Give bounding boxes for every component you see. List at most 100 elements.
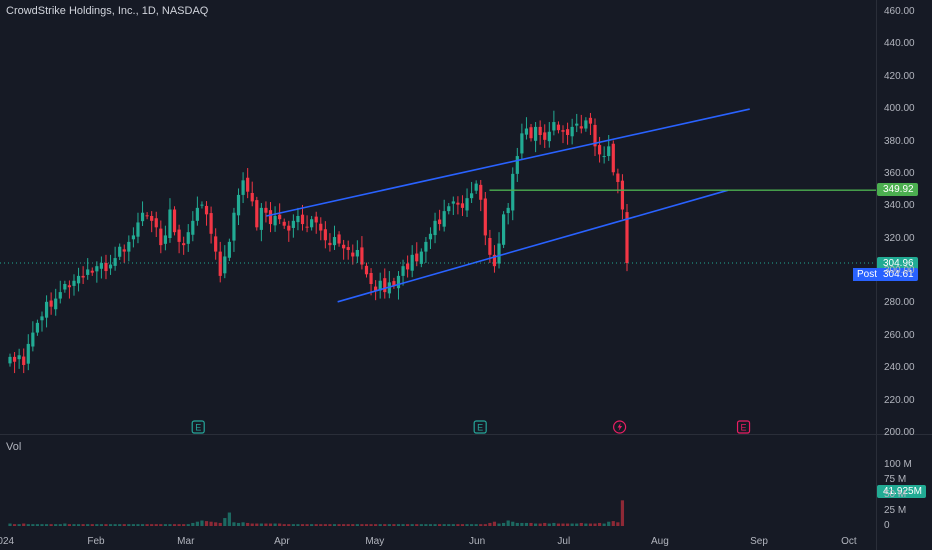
volume-bar [90,524,94,526]
volume-pane-separator[interactable] [0,434,932,435]
volume-bar [565,523,570,526]
candle-body [502,214,506,245]
volume-bar [561,523,565,526]
candle-body [95,266,99,272]
earnings-upcoming-icon [736,420,751,434]
volume-bar [579,522,583,526]
volume-bar [150,524,154,526]
price-tick-label: 400.00 [884,103,915,115]
candle-body [35,322,40,333]
volume-bar [374,524,378,526]
volume-bar [401,524,405,526]
volume-bar [378,524,382,526]
volume-bar [538,523,542,526]
candle-body [108,264,113,269]
volume-pane-label[interactable]: Vol [6,441,22,453]
candle-body [488,238,492,255]
volume-bar [497,523,501,526]
volume-bar [428,524,433,526]
candle-body [506,207,510,214]
candle-body [442,211,446,227]
volume-bar [241,522,245,526]
post-market-price-tag: 304.61 [877,268,918,281]
volume-bar [172,524,177,526]
volume-bar [556,523,561,526]
volume-bar [200,520,204,526]
time-tick-label: Mar [177,536,195,547]
candle-body [556,124,561,131]
candle-body [355,249,359,257]
candle-body [99,262,104,269]
price-tick-label: 380.00 [884,135,915,147]
time-tick-label: May [365,536,385,547]
candle-body [241,180,245,195]
candle-body [588,117,593,124]
volume-bar [593,523,597,526]
price-tick-label: 280.00 [884,297,915,309]
candle-body [136,222,140,237]
candle-body [122,249,126,252]
candle-body [433,220,437,236]
candle-body [378,280,382,291]
volume-bar [355,524,359,526]
candle-body [351,252,355,257]
candle-body [255,200,259,228]
candle-body [447,206,451,212]
candle-body [428,233,433,240]
volume-bar [67,524,72,526]
volume-bar [483,524,487,526]
volume-bar [287,524,291,526]
volume-bar [456,524,460,526]
volume-bar [602,523,606,526]
candle-body [543,132,547,140]
candle-body [204,205,209,215]
symbol-title[interactable]: CrowdStrike Holdings, Inc., 1D, NASDAQ [6,5,209,17]
volume-bar [369,524,373,526]
volume-bar [342,524,346,526]
lightning-icon [613,420,627,434]
volume-bar [328,524,332,526]
candle-body [8,356,12,364]
volume-bar [163,524,167,526]
volume-bar [570,523,574,526]
price-tick-label: 320.00 [884,232,915,244]
volume-bar [44,524,49,526]
candle-body [150,215,154,221]
volume-bar [442,524,446,526]
volume-bar [136,524,140,526]
candle-body [346,247,350,250]
candle-body [323,229,327,241]
candle-body [319,223,323,231]
volume-bar [214,522,218,526]
candle-body [12,356,17,362]
volume-bar [177,524,181,526]
candle-body [232,212,236,241]
volume-bar [227,512,231,526]
volume-bar [264,523,268,526]
volume-bar [332,524,337,526]
candle-body [415,253,419,262]
candle-body [470,193,474,199]
volume-bar [584,523,588,526]
candle-body [140,212,145,222]
volume-bar [300,524,305,526]
volume-bar [305,524,309,526]
volume-bar [506,520,510,526]
time-tick-label: Apr [274,536,290,547]
candle-body [296,215,300,223]
candle-body [44,301,49,318]
candle-body [575,123,579,126]
candle-body [360,247,364,265]
candle-body [200,204,204,206]
candle-body [561,130,565,132]
volume-bar [168,524,172,526]
volume-bar [406,524,410,526]
volume-tick-label: 100 M [884,458,912,470]
candle-body [131,235,135,240]
volume-bar [607,521,611,526]
volume-bar [323,524,327,526]
price-tick-label: 240.00 [884,362,915,374]
volume-bar [182,524,186,526]
candle-body [172,209,177,233]
